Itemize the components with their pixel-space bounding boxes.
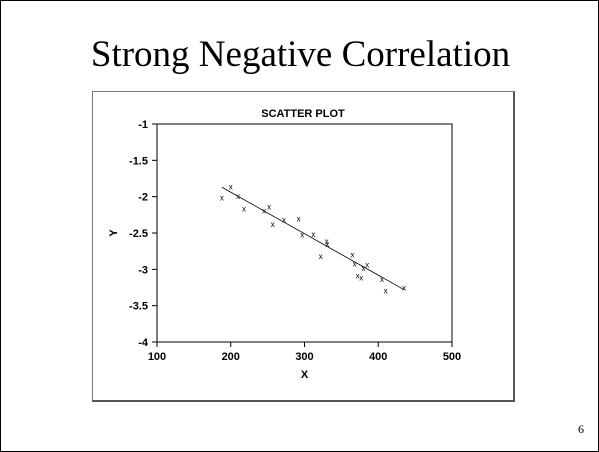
data-point: x	[236, 192, 240, 201]
x-tick-label: 300	[295, 351, 313, 363]
regression-line	[221, 186, 405, 291]
data-point: x	[262, 207, 266, 216]
x-tick-label: 500	[443, 351, 461, 363]
data-point: x	[353, 260, 357, 269]
data-point: x	[271, 220, 275, 229]
y-tick-label: -4	[138, 337, 149, 349]
chart-frame: SCATTER PLOT 100 200 300 400 500 -1 -1.5 -2 -2.…	[92, 91, 515, 402]
x-tick-label: 400	[369, 351, 387, 363]
data-point: x	[300, 231, 304, 240]
data-point: x	[402, 284, 406, 293]
y-tick-label: -3	[138, 264, 148, 276]
scatter-plot: SCATTER PLOT 100 200 300 400 500 -1 -1.5 -2 -2.…	[108, 108, 461, 381]
data-point: x	[311, 230, 315, 239]
x-axis-label: X	[301, 369, 309, 381]
data-point: x	[267, 202, 271, 211]
data-point: x	[325, 240, 329, 249]
data-point: x	[380, 275, 384, 284]
y-tick-label: -3.5	[129, 301, 148, 313]
data-point: x	[220, 194, 224, 203]
data-point: x	[384, 287, 388, 296]
data-point: x	[356, 271, 360, 280]
slide-title: Strong Negative Correlation	[90, 34, 511, 75]
x-tick-label: 100	[148, 351, 166, 363]
data-point: x	[365, 260, 369, 269]
x-axis-ticks: 100 200 300 400 500	[148, 342, 461, 363]
data-point: x	[297, 215, 301, 224]
x-tick-label: 200	[222, 351, 240, 363]
data-point: x	[359, 274, 363, 283]
data-point: x	[282, 215, 286, 224]
chart-title: SCATTER PLOT	[261, 108, 345, 120]
data-point: x	[229, 183, 233, 192]
data-point: x	[362, 264, 366, 273]
y-tick-label: -2	[138, 192, 148, 204]
y-axis-ticks: -1 -1.5 -2 -2.5 -3 -3.5 -4	[129, 119, 157, 349]
y-tick-label: -1	[138, 119, 148, 131]
data-point: x	[319, 252, 323, 261]
y-axis-label: Y	[108, 229, 120, 237]
data-point: x	[242, 205, 246, 214]
plot-area	[156, 123, 453, 343]
data-point: x	[325, 237, 329, 246]
page-number: 6	[578, 422, 584, 436]
y-tick-label: -2.5	[129, 228, 148, 240]
data-point: x	[350, 250, 354, 259]
y-tick-label: -1.5	[129, 155, 148, 167]
